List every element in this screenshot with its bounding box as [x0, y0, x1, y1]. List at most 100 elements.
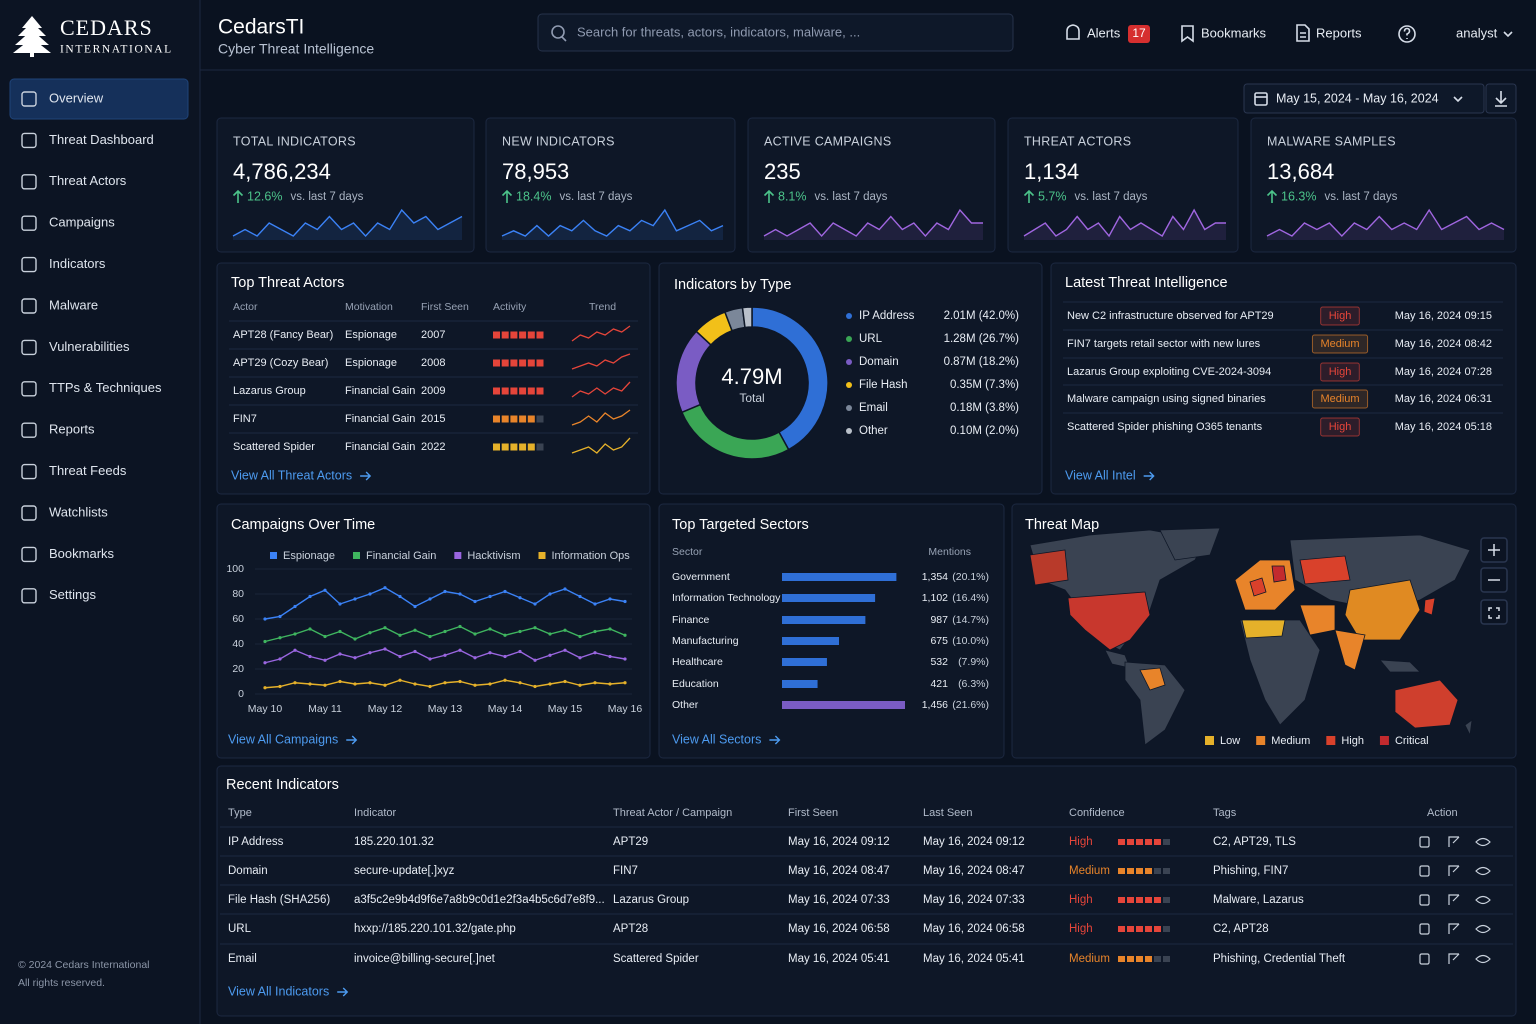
- legend-value: 0.10M (2.0%): [950, 425, 1019, 437]
- legend-swatch: [1205, 736, 1214, 745]
- nav-item[interactable]: TTPs & Techniques: [49, 380, 162, 395]
- series-point: [443, 653, 447, 657]
- reports[interactable]: Reports: [1316, 25, 1362, 40]
- nav-item[interactable]: Campaigns: [49, 215, 115, 230]
- link[interactable]: View All Threat Actors: [231, 468, 352, 482]
- card-title: Latest Threat Intelligence: [1065, 275, 1228, 291]
- cell: Medium: [1069, 953, 1110, 965]
- action-copy[interactable]: [1419, 953, 1430, 965]
- nav-item[interactable]: Threat Feeds: [49, 463, 127, 478]
- cell: FIN7: [613, 865, 638, 877]
- logo-icon: [13, 16, 51, 57]
- column-header: Activity: [493, 301, 527, 313]
- action-view[interactable]: [1475, 895, 1491, 905]
- legend-label: Espionage: [283, 550, 335, 562]
- cell: C2, APT28: [1213, 923, 1269, 935]
- legend-label: Medium: [1271, 735, 1310, 747]
- action-view[interactable]: [1475, 837, 1491, 847]
- cell: a3f5c2e9b4d9f6e7a8b9c0d1e2f3a4b5c6d7e8f9…: [354, 894, 605, 906]
- actor-name: Lazarus Group: [233, 385, 306, 397]
- nav-icon: [21, 174, 37, 190]
- search-placeholder: Search for threats, actors, indicators, …: [577, 24, 860, 39]
- user[interactable]: analyst: [1456, 25, 1498, 40]
- intel-text[interactable]: Scattered Spider phishing O365 tenants: [1067, 421, 1263, 433]
- column-header: First Seen: [421, 301, 469, 313]
- cell: Email: [228, 953, 257, 965]
- series-point: [608, 682, 612, 686]
- series-point: [323, 588, 327, 592]
- legend-label: Financial Gain: [366, 550, 436, 562]
- nav-item[interactable]: Bookmarks: [49, 546, 115, 561]
- actor-motivation: Financial Gain: [345, 441, 415, 453]
- series-point: [503, 678, 507, 682]
- kpi-value: 4,786,234: [233, 159, 331, 184]
- link[interactable]: View All Indicators: [228, 984, 329, 998]
- app-subtitle: Cyber Threat Intelligence: [218, 41, 374, 57]
- series-point: [413, 628, 417, 632]
- nav-item[interactable]: Threat Dashboard: [49, 132, 154, 147]
- activity-segment: [527, 415, 535, 423]
- intel-text[interactable]: Malware campaign using signed binaries: [1067, 393, 1266, 405]
- action-copy[interactable]: [1419, 894, 1430, 906]
- alert-count: 17: [1132, 26, 1146, 40]
- severity-label: High: [1329, 310, 1352, 322]
- column-header: Actor: [233, 301, 258, 313]
- kpi-arrow: [763, 189, 775, 203]
- action-view[interactable]: [1475, 924, 1491, 934]
- cell: invoice@billing-secure[.]net: [354, 953, 496, 965]
- intel-text[interactable]: Lazarus Group exploiting CVE-2024-3094: [1067, 366, 1271, 378]
- intel-text[interactable]: New C2 infrastructure observed for APT29: [1067, 310, 1274, 322]
- action-edit[interactable]: [1448, 953, 1460, 964]
- action-view[interactable]: [1475, 866, 1491, 876]
- action-edit[interactable]: [1448, 894, 1460, 905]
- nav-item[interactable]: Threat Actors: [49, 173, 127, 188]
- footer: © 2024 Cedars International: [18, 959, 150, 971]
- action-copy[interactable]: [1419, 865, 1430, 877]
- activity-segment: [519, 359, 527, 367]
- series-point: [353, 597, 357, 601]
- series-point: [443, 629, 447, 634]
- cell: May 16, 2024 06:58: [923, 923, 1025, 935]
- series-point: [458, 679, 462, 684]
- card-title: Recent Indicators: [226, 777, 339, 793]
- severity-label: High: [1329, 421, 1352, 433]
- nav-item[interactable]: Indicators: [49, 256, 106, 271]
- sector-value: 421: [930, 678, 948, 690]
- link[interactable]: View All Sectors: [672, 732, 761, 746]
- nav-item[interactable]: Settings: [49, 587, 96, 602]
- activity-segment: [510, 443, 518, 451]
- action-copy[interactable]: [1419, 923, 1430, 935]
- search-box[interactable]: [537, 13, 1014, 52]
- column-header: Type: [228, 807, 252, 819]
- actor-trend: [571, 381, 631, 398]
- action-edit[interactable]: [1448, 865, 1460, 876]
- legend-swatch: [454, 552, 462, 559]
- action-copy[interactable]: [1419, 836, 1430, 848]
- map-controls[interactable]: [1480, 537, 1508, 625]
- series-point: [608, 654, 612, 659]
- cell: May 16, 2024 07:33: [923, 894, 1025, 906]
- column-header: Sector: [672, 546, 703, 558]
- alerts[interactable]: Alerts: [1087, 25, 1121, 40]
- nav-item[interactable]: Overview: [49, 90, 104, 105]
- legend-swatch: [1379, 736, 1389, 745]
- series-point: [488, 627, 492, 631]
- nav-item[interactable]: Malware: [49, 297, 98, 312]
- action-view[interactable]: [1475, 954, 1491, 964]
- action-edit[interactable]: [1448, 836, 1460, 847]
- action-edit[interactable]: [1448, 923, 1460, 934]
- intel-text[interactable]: FIN7 targets retail sector with new lure…: [1067, 338, 1261, 350]
- date-range-box[interactable]: [1243, 83, 1485, 114]
- actor-trend: [571, 437, 631, 454]
- series-point: [278, 684, 282, 689]
- nav-item[interactable]: Reports: [49, 422, 95, 437]
- bookmarks[interactable]: Bookmarks: [1201, 25, 1267, 40]
- nav-item[interactable]: Vulnerabilities: [49, 339, 130, 354]
- link[interactable]: View All Intel: [1065, 468, 1136, 482]
- nav-item[interactable]: Watchlists: [49, 504, 108, 519]
- y-tick-label: 40: [232, 638, 244, 650]
- series-point: [488, 651, 492, 655]
- activity-segment: [501, 331, 509, 339]
- legend-dot: [846, 405, 852, 411]
- link[interactable]: View All Campaigns: [228, 732, 338, 746]
